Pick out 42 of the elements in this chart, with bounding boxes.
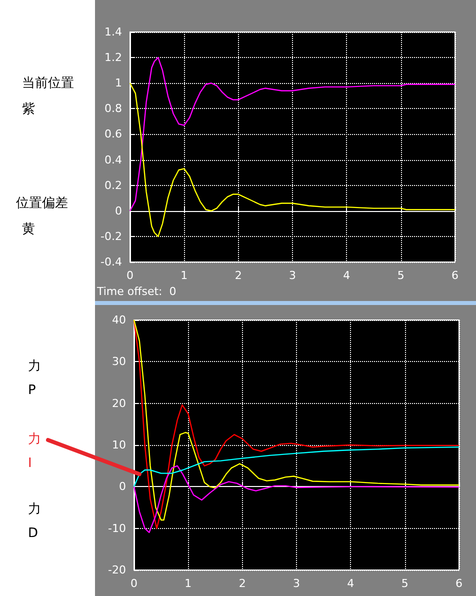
x-tick-label: 4 [343, 269, 350, 282]
y-tick-label: 1 [115, 76, 122, 90]
y-tick-label: -20 [108, 564, 126, 576]
x-tick-label: 0 [130, 577, 138, 590]
y-tick-label: 0.8 [104, 102, 122, 116]
text: 当前位置 [22, 75, 74, 93]
y-tick-label: 30 [112, 355, 126, 368]
x-tick-label: 3 [289, 269, 296, 282]
x-tick-label: 2 [238, 577, 246, 590]
x-tick-label: 1 [184, 577, 192, 590]
x-tick-label: 3 [293, 577, 300, 590]
y-tick-label: 1.4 [104, 26, 122, 38]
y-tick-label: 0 [119, 480, 126, 494]
x-tick-label: 6 [452, 269, 458, 282]
line-series [129, 82, 456, 238]
y-tick-label: 20 [112, 396, 126, 410]
annotation: 力 I [28, 431, 41, 473]
text: Time offset: 0 [96, 285, 176, 298]
text: 力 P [28, 358, 41, 400]
text: 紫 [22, 101, 35, 119]
x-tick-label: 6 [456, 577, 462, 590]
x-tick-label: 2 [234, 269, 242, 282]
y-tick-label: 40 [112, 314, 126, 326]
y-tick-label: 10 [112, 438, 126, 452]
text: 黄 [22, 221, 35, 239]
y-tick-label: 1.2 [104, 51, 122, 64]
line-series [129, 56, 456, 212]
text: 位置偏差 [16, 195, 68, 213]
y-tick-label: 0.6 [104, 128, 122, 141]
y-tick-label: -10 [108, 522, 126, 535]
y-tick-label: -0.2 [100, 230, 122, 243]
x-tick-label: 1 [180, 269, 188, 282]
y-tick-label: -0.4 [100, 256, 122, 268]
x-tick-label: 5 [397, 269, 404, 282]
line-series [133, 465, 460, 534]
x-tick-label: 5 [401, 577, 408, 590]
y-tick-label: 0 [115, 204, 122, 218]
line-series [133, 446, 460, 488]
y-tick-label: 0.2 [104, 178, 122, 192]
text: 力 D [28, 501, 41, 543]
x-tick-label: 4 [347, 577, 354, 590]
y-tick-label: 0.4 [104, 153, 122, 166]
